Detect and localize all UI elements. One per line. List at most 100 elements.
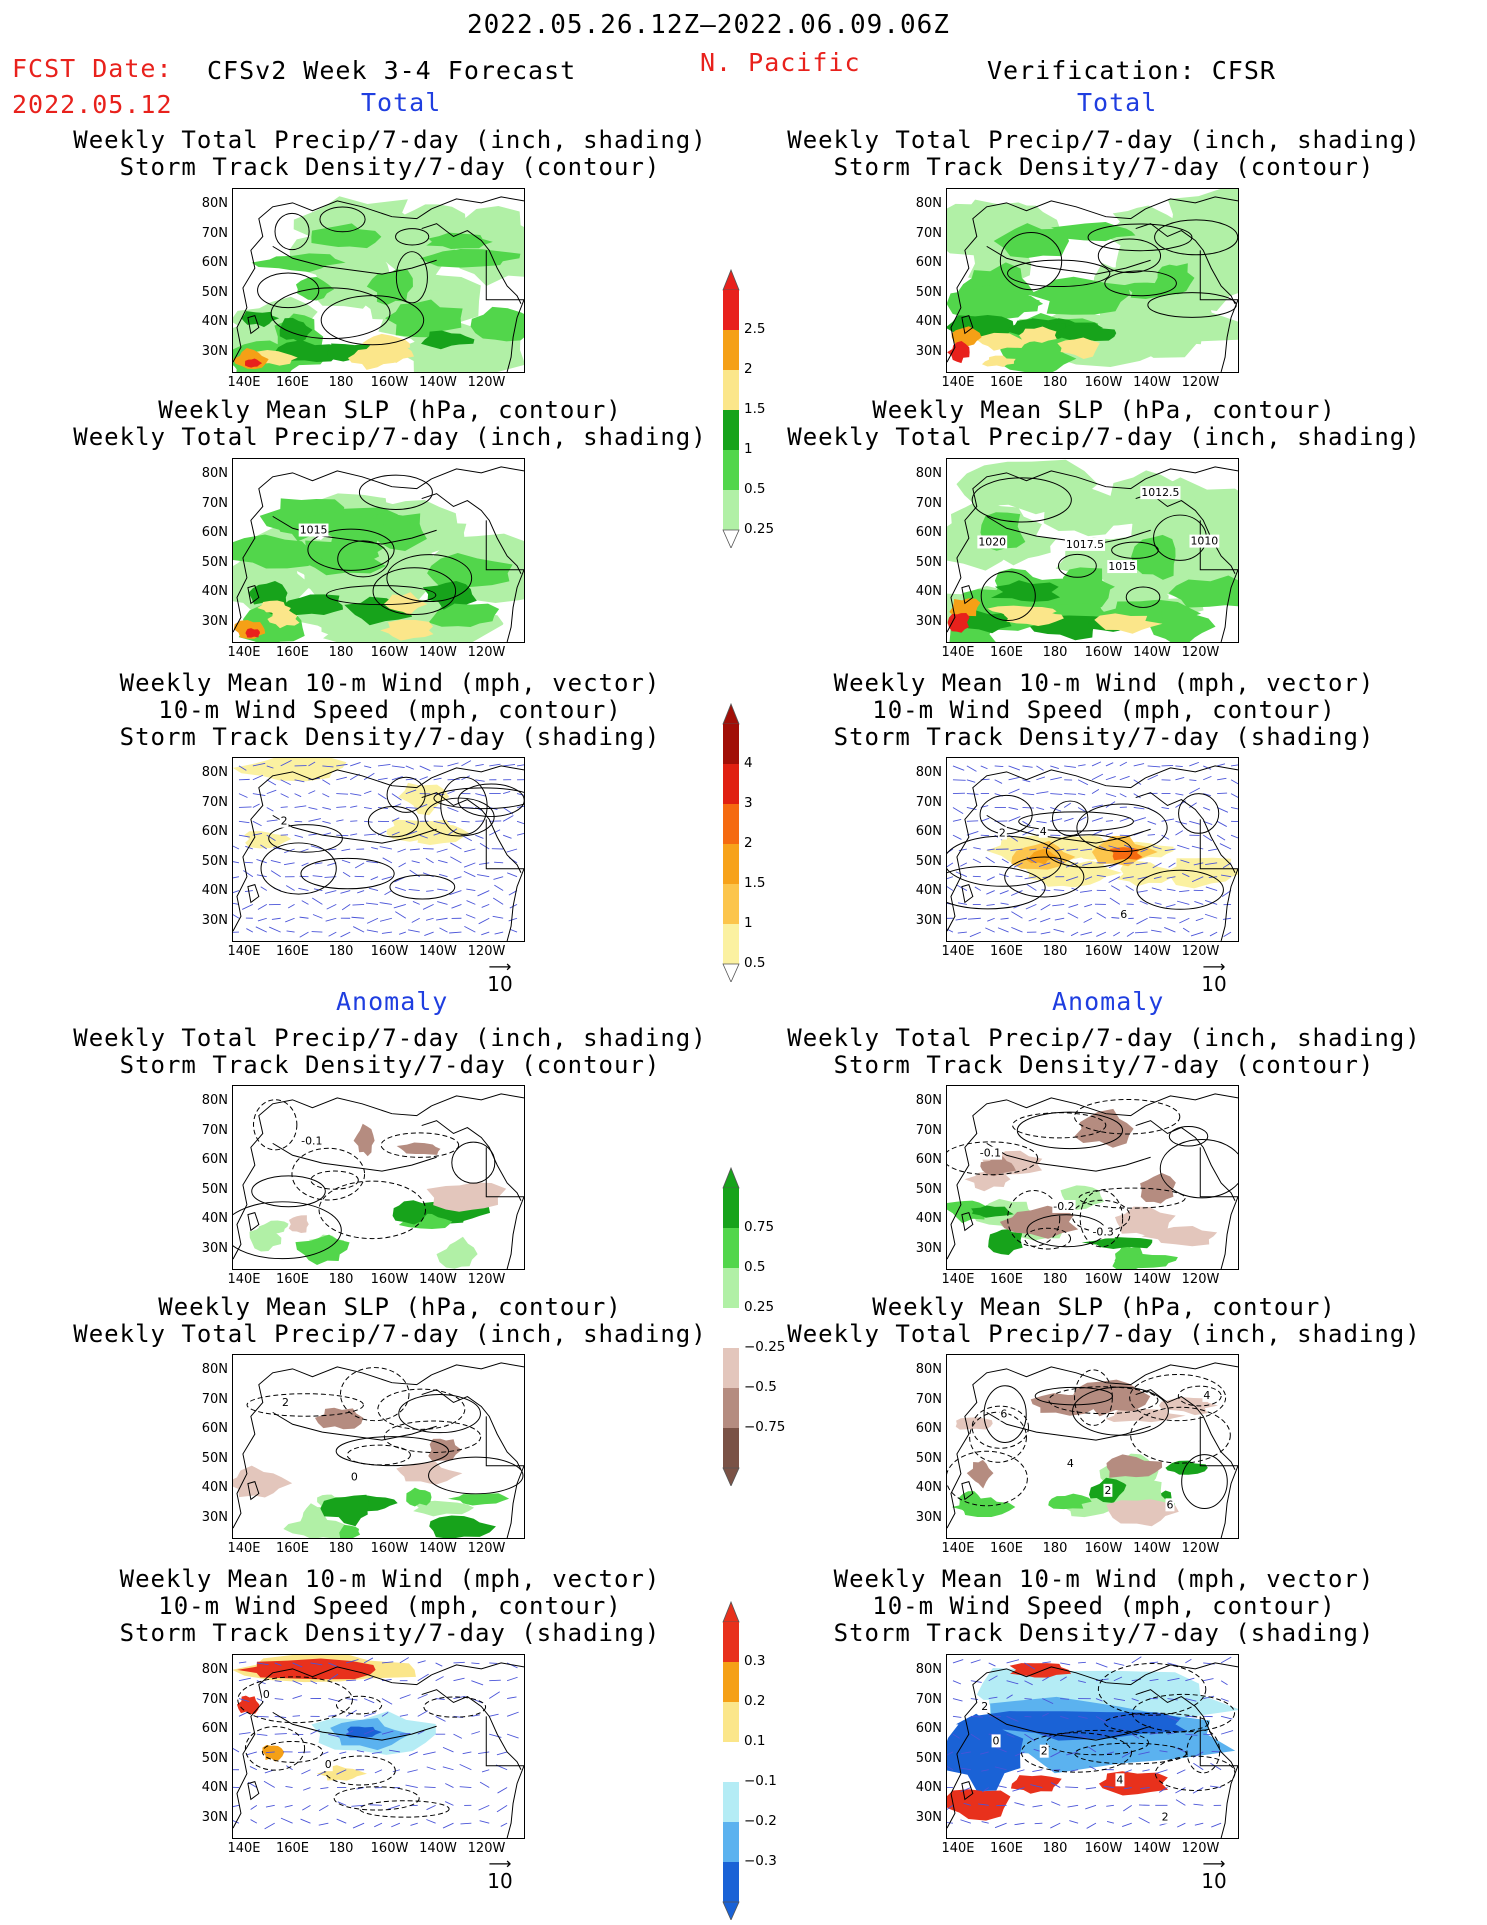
colorbar-segment — [723, 1742, 739, 1782]
precip-shading — [947, 341, 970, 364]
lon-tick-label: 140W — [419, 1541, 457, 1556]
panel-title-line: Weekly Mean SLP (hPa, contour) — [158, 396, 622, 424]
colorbar-label: 0.3 — [744, 1653, 766, 1669]
precip-anomaly-shading — [947, 1200, 988, 1224]
contour-label-bg — [349, 1470, 359, 1484]
colorbar-label: 3 — [744, 795, 753, 811]
precip-anomaly-shading — [429, 1515, 496, 1538]
map-plot: 20 — [233, 1362, 524, 1538]
contour-label: 6 — [1120, 908, 1127, 921]
colorbar-top-cap — [722, 1166, 740, 1189]
colorbar-segment — [723, 410, 739, 450]
map-plot: 6 4 2 6 4 — [947, 1362, 1238, 1538]
panel-title-line: 10-m Wind Speed (mph, contour) — [158, 1592, 622, 1620]
precip-anomaly-shading — [233, 1465, 293, 1498]
colorbar-segment — [723, 1662, 739, 1702]
storm-shading — [408, 820, 469, 845]
contour-lines — [237, 1676, 487, 1818]
contour-lines — [999, 219, 1238, 318]
precip-shading — [245, 628, 261, 638]
lon-tick-label: 120W — [1181, 1541, 1220, 1556]
contour-label-bg — [323, 1758, 333, 1772]
lat-tick-label: 30N — [915, 912, 942, 928]
storm-anomaly-shading — [236, 1695, 260, 1715]
lat-tick-label: 80N — [915, 466, 942, 481]
precip-anomaly-shading — [1114, 1206, 1176, 1237]
lon-tick-label: 180 — [328, 375, 354, 390]
contour-lines — [257, 206, 430, 346]
vector-reference-value: 10 — [1201, 972, 1227, 996]
colorbar-label: 0.25 — [744, 521, 775, 537]
lat-tick-label: 50N — [915, 554, 942, 570]
precip-anomaly-shading — [988, 1229, 1023, 1255]
lon-tick-label: 120W — [467, 1272, 506, 1287]
precip-anomaly-shading — [1105, 1409, 1186, 1423]
lon-tick-label: 160E — [989, 1272, 1024, 1287]
contour-label: 0 — [325, 1758, 332, 1771]
map-plot: 00 — [233, 1655, 524, 1838]
lon-tick-label: 140E — [227, 944, 261, 959]
lon-tick-label: 180 — [1042, 1541, 1068, 1556]
contour-label-bg — [1065, 1456, 1075, 1470]
lon-tick-label: 160W — [1084, 1541, 1123, 1556]
lon-tick-label: 140W — [419, 645, 457, 660]
lon-tick-label: 120W — [467, 645, 506, 660]
precip-anomaly-shading — [406, 1487, 432, 1507]
map-panel: 2 4 6 — [946, 757, 1239, 942]
precip-shading — [245, 358, 263, 368]
lon-tick-label: 140E — [941, 944, 975, 959]
contour-label-bg — [1103, 1483, 1113, 1497]
lat-tick-label: 50N — [915, 284, 942, 300]
colorbar-segment — [723, 724, 739, 764]
lon-tick-label: 180 — [328, 1541, 354, 1556]
colorbar-segment — [723, 1702, 739, 1742]
lon-tick-label: 180 — [1042, 375, 1068, 390]
vector-reference-arrow-icon: ⟶ — [488, 1854, 512, 1873]
lat-tick-label: 70N — [915, 1122, 942, 1138]
lon-tick-label: 160W — [370, 1541, 409, 1556]
lon-tick-label: 160W — [370, 1272, 409, 1287]
vector-reference: ⟶ 10 — [1194, 959, 1234, 997]
panel-title-line: Storm Track Density/7-day (contour) — [833, 1051, 1375, 1079]
model-title: CFSv2 Week 3-4 Forecast — [207, 56, 577, 85]
colorbar-precip_total — [722, 268, 740, 548]
colorbar-precip_anom — [722, 1166, 740, 1486]
precip-anomaly-shading — [1165, 1460, 1208, 1475]
coastline — [233, 466, 524, 642]
precip-anomaly-shading — [413, 1500, 475, 1517]
panel-title-line: Storm Track Density/7-day (shading) — [833, 723, 1375, 751]
contour-label-bg — [261, 1687, 271, 1701]
panel-title-line: Weekly Mean SLP (hPa, contour) — [872, 396, 1336, 424]
lat-tick-label: 30N — [201, 1509, 228, 1525]
precip-shading — [251, 253, 346, 272]
lat-tick-label: 40N — [915, 883, 942, 898]
contour-label: 2 — [999, 827, 1006, 840]
panel-title-line: 10-m Wind Speed (mph, contour) — [872, 1592, 1336, 1620]
panel-title-line: 10-m Wind Speed (mph, contour) — [872, 696, 1336, 724]
lat-tick-label: 80N — [915, 1662, 942, 1677]
map-plot: 2 — [233, 758, 524, 941]
lon-tick-label: 160W — [1084, 645, 1123, 660]
contour-label: -0.1 — [980, 1147, 1001, 1160]
lon-tick-label: 180 — [328, 1272, 354, 1287]
panel-title-line: Weekly Mean 10-m Wind (mph, vector) — [119, 1565, 661, 1593]
precip-anomaly-shading — [999, 1205, 1079, 1239]
lon-tick-label: 180 — [1042, 1272, 1068, 1287]
lat-tick-label: 30N — [201, 1809, 228, 1825]
lon-tick-label: 180 — [328, 944, 354, 959]
contour-label-bg — [1038, 824, 1048, 838]
lon-tick-label: 120W — [1181, 1841, 1220, 1856]
colorbar-label: −0.3 — [744, 1853, 777, 1869]
wind-vectors — [233, 759, 524, 938]
lat-tick-label: 70N — [915, 1691, 942, 1707]
precip-shading — [241, 311, 280, 328]
lat-tick-label: 60N — [915, 824, 942, 839]
colorbar-segment — [723, 370, 739, 410]
lon-tick-label: 140E — [941, 375, 975, 390]
lon-tick-label: 140E — [941, 645, 975, 660]
contour-label-bg — [300, 1134, 324, 1148]
contour-label: -0.3 — [1092, 1225, 1113, 1238]
contour-label-bg — [980, 1699, 990, 1713]
lat-tick-label: 60N — [201, 1721, 228, 1736]
lat-tick-label: 70N — [915, 794, 942, 810]
